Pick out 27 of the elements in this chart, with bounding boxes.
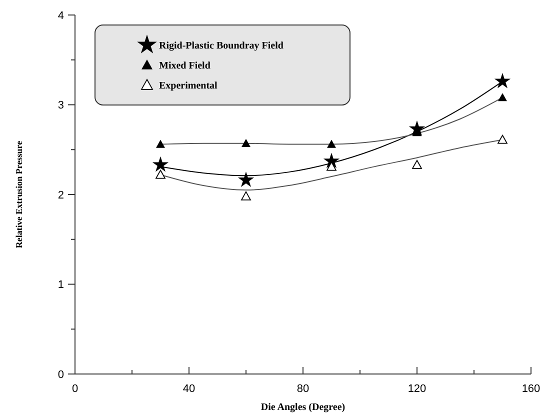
point bbox=[242, 138, 250, 147]
point bbox=[152, 156, 169, 172]
y-tick-label: 4 bbox=[58, 10, 64, 22]
legend-label: Experimental bbox=[159, 80, 218, 92]
point bbox=[156, 170, 166, 179]
y-axis-title: Relative Extrusion Pressure bbox=[14, 140, 24, 248]
x-tick-label: 80 bbox=[296, 383, 310, 395]
point bbox=[241, 191, 251, 200]
y-tick-label: 0 bbox=[58, 368, 64, 381]
point bbox=[327, 140, 336, 148]
point bbox=[326, 162, 336, 171]
legend-label: Mixed Field bbox=[159, 60, 211, 72]
y-tick-label: 2 bbox=[58, 189, 64, 202]
point bbox=[498, 93, 507, 102]
x-tick-label: 120 bbox=[408, 383, 426, 395]
legend-label: Rigid-Plastic Boundray Field bbox=[159, 40, 284, 52]
point bbox=[156, 140, 165, 148]
point bbox=[498, 134, 508, 144]
point bbox=[494, 72, 511, 88]
point bbox=[238, 172, 254, 188]
x-tick-label: 40 bbox=[182, 383, 196, 395]
x-axis-title: Die Angles (Degree) bbox=[260, 402, 346, 413]
x-tick-label: 0 bbox=[72, 383, 78, 395]
y-tick-label: 3 bbox=[58, 100, 64, 112]
x-tick-label: 160 bbox=[522, 383, 540, 395]
y-tick-label: 1 bbox=[58, 279, 64, 292]
point bbox=[412, 160, 422, 169]
